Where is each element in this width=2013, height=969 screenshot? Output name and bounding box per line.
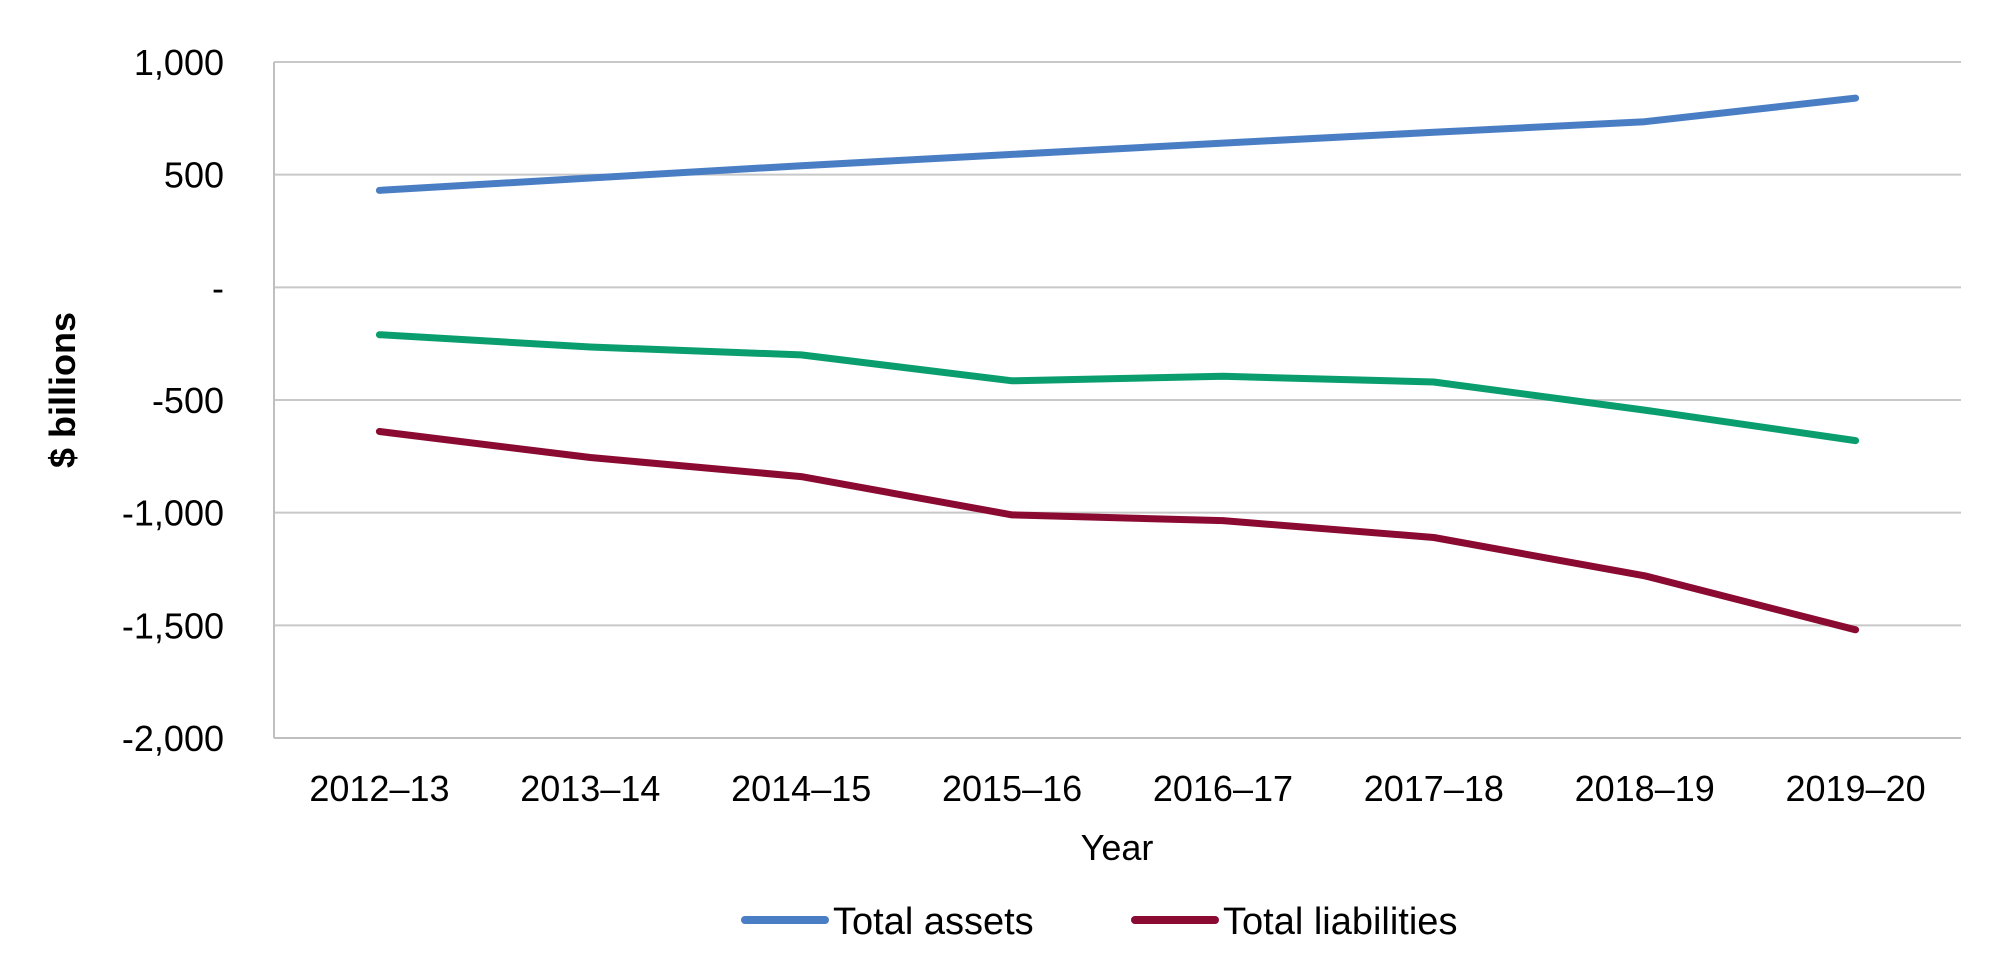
y-tick-label: -500 bbox=[152, 380, 224, 421]
x-tick-label: 2014–15 bbox=[731, 768, 871, 809]
gridlines bbox=[274, 61, 1961, 627]
x-tick-label: 2017–18 bbox=[1364, 768, 1504, 809]
x-tick-label: 2015–16 bbox=[942, 768, 1082, 809]
legend: Total assets Total liabilities bbox=[741, 901, 1457, 943]
series-line-net-worth bbox=[375, 331, 1860, 445]
y-tick-label: -1,000 bbox=[122, 493, 224, 534]
y-tick-label: 500 bbox=[164, 155, 224, 196]
series-lines bbox=[375, 94, 1860, 634]
axes bbox=[273, 62, 1961, 739]
y-tick-label: - bbox=[212, 267, 224, 308]
x-tick-label: 2019–20 bbox=[1785, 768, 1925, 809]
series-line-total-assets bbox=[375, 94, 1860, 194]
y-tick-label: -1,500 bbox=[122, 605, 224, 646]
legend-label-total-liabilities: Total liabilities bbox=[1223, 901, 1457, 943]
x-tick-label: 2012–13 bbox=[309, 768, 449, 809]
y-tick-label: 1,000 bbox=[134, 42, 224, 83]
x-tick-label: 2018–19 bbox=[1575, 768, 1715, 809]
x-tick-label: 2013–14 bbox=[520, 768, 660, 809]
legend-label-total-assets: Total assets bbox=[833, 901, 1034, 943]
x-axis-title: Year bbox=[1081, 827, 1154, 868]
y-tick-label: -2,000 bbox=[122, 718, 224, 759]
y-tick-labels: 1,000 500 - -500 -1,000 -1,500 -2,000 bbox=[122, 42, 224, 759]
x-tick-label: 2016–17 bbox=[1153, 768, 1293, 809]
series-line-total-liabilities bbox=[375, 428, 1860, 634]
x-tick-labels: 2012–13 2013–14 2014–15 2015–16 2016–17 2017–… bbox=[309, 768, 1925, 809]
y-axis-title: $ billions bbox=[42, 312, 83, 468]
